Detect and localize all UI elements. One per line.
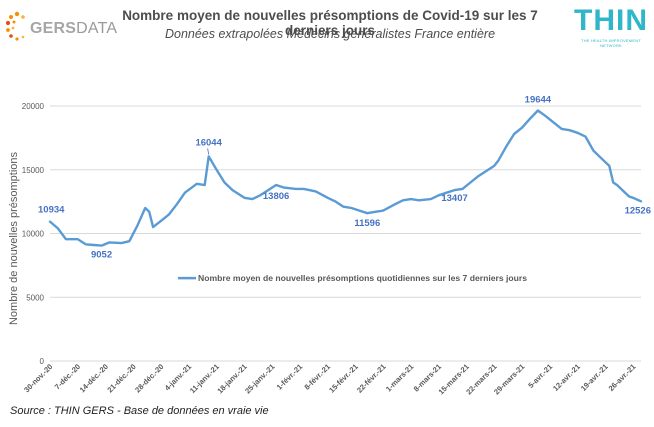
data-label: 9052 [91,250,112,261]
data-label: 10934 [38,205,65,216]
thin-tagline: THE HEALTH IMPROVEMENT NETWORK [581,38,641,48]
x-tick-label: 1-mars-21 [384,362,415,393]
y-tick-label: 0 [40,357,45,366]
x-tick-label: 30-nov.-20 [22,362,54,394]
x-tick-label: 21-déc.-20 [105,362,137,394]
thin-logo: THIN THE HEALTH IMPROVEMENT NETWORK [574,6,648,50]
data-label: 16044 [195,137,222,148]
dots-icon [5,11,25,41]
thin-wordmark: THIN [574,4,648,37]
chart-subtitle: Données extrapolées Médecins généraliste… [164,27,496,41]
label-leader-line [207,148,210,155]
x-tick-label: 28-déc.-20 [133,362,165,394]
data-label: 13407 [441,193,467,204]
x-tick-label: 25-janv.-21 [243,362,276,395]
gersdata-wordmark: GERSDATA [30,20,118,37]
gersdata-logo: GERSDATA [4,8,117,48]
x-tick-label: 15-févr.-21 [327,362,360,395]
legend-entry: Nombre moyen de nouvelles présomptions q… [198,273,527,283]
x-tick-label: 22-févr.-21 [355,362,388,395]
x-tick-label: 26-avr.-21 [607,362,638,393]
y-tick-label: 20000 [22,102,45,111]
chart-title: Nombre moyen de nouvelles présomptions d… [122,8,538,38]
y-axis-label: Nombre de nouvelles présomptions [8,151,20,325]
y-tick-label: 5000 [26,293,44,302]
x-tick-label: 5-avr.-21 [526,362,554,390]
data-label: 12526 [625,205,651,216]
x-tick-label: 19-avr.-21 [579,362,610,393]
series-line [48,109,643,247]
y-tick-label: 15000 [22,166,45,175]
source-note: Source : THIN GERS - Base de données en … [10,405,269,417]
x-tick-label: 12-avr.-21 [551,362,582,393]
data-label: 13806 [263,191,289,202]
x-tick-label: 1-févr.-21 [275,362,305,392]
data-label: 11596 [354,218,380,229]
data-label: 19644 [525,95,552,106]
x-tick-label: 14-déc.-20 [78,362,110,394]
y-tick-label: 10000 [22,230,45,239]
